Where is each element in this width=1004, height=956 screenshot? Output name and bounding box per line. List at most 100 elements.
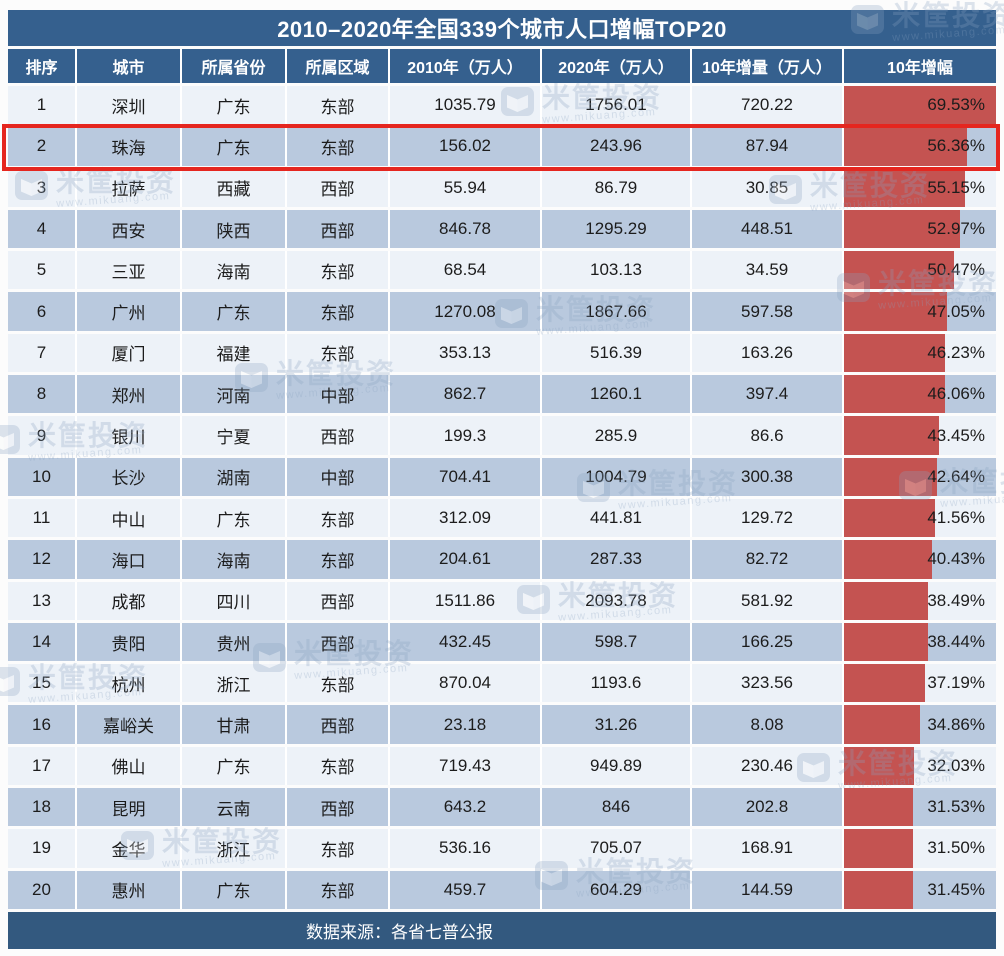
growth-cell: 47.05% (844, 292, 996, 331)
growth-bar (844, 457, 938, 496)
growth-label: 34.86% (927, 714, 985, 734)
growth-bar (844, 127, 968, 166)
rank-cell: 7 (8, 333, 77, 373)
delta-cell: 448.51 (692, 209, 844, 249)
province-cell: 甘肃 (182, 705, 287, 744)
header-cell: 2010年（万人） (390, 49, 542, 83)
province-cell: 广东 (182, 870, 287, 909)
growth-cell: 43.45% (844, 416, 996, 455)
rank-cell: 16 (8, 705, 77, 744)
province-cell: 海南 (182, 251, 287, 290)
pop-2020-cell: 103.13 (542, 251, 692, 290)
province-cell: 宁夏 (182, 416, 287, 455)
table-row: 17 佛山 广东 东部 719.43 949.89 230.46 32.03% (8, 746, 996, 786)
table-body: 1 深圳 广东 东部 1035.79 1756.01 720.22 69.53%… (8, 86, 996, 909)
pop-2010-cell: 870.04 (390, 664, 542, 703)
rank-cell: 5 (8, 251, 77, 290)
delta-cell: 230.46 (692, 746, 844, 786)
growth-bar (844, 375, 945, 414)
region-cell: 西部 (287, 416, 390, 455)
growth-label: 69.53% (927, 95, 985, 115)
delta-cell: 163.26 (692, 333, 844, 373)
table-row: 15 杭州 浙江 东部 870.04 1193.6 323.56 37.19% (8, 664, 996, 703)
delta-cell: 202.8 (692, 788, 844, 827)
delta-cell: 30.85 (692, 168, 844, 207)
pop-2020-cell: 846 (542, 788, 692, 827)
table-row: 10 长沙 湖南 中部 704.41 1004.79 300.38 42.64% (8, 457, 996, 496)
province-cell: 四川 (182, 581, 287, 620)
region-cell: 东部 (287, 86, 390, 125)
city-cell: 金华 (77, 829, 182, 868)
pop-2020-cell: 1193.6 (542, 664, 692, 703)
growth-cell: 40.43% (844, 540, 996, 579)
pop-2010-cell: 1270.08 (390, 292, 542, 331)
table-title: 2010–2020年全国339个城市人口增幅TOP20 (8, 10, 996, 46)
growth-label: 41.56% (927, 508, 985, 528)
region-cell: 东部 (287, 746, 390, 786)
region-cell: 东部 (287, 251, 390, 290)
table-row: 14 贵阳 贵州 西部 432.45 598.7 166.25 38.44% (8, 622, 996, 662)
growth-cell: 69.53% (844, 86, 996, 125)
province-cell: 浙江 (182, 829, 287, 868)
pop-2010-cell: 204.61 (390, 540, 542, 579)
city-cell: 珠海 (77, 127, 182, 166)
pop-2020-cell: 31.26 (542, 705, 692, 744)
pop-2010-cell: 1511.86 (390, 581, 542, 620)
growth-bar (844, 540, 933, 579)
table-row: 1 深圳 广东 东部 1035.79 1756.01 720.22 69.53% (8, 86, 996, 125)
province-cell: 河南 (182, 375, 287, 414)
growth-bar (844, 622, 929, 662)
province-cell: 湖南 (182, 457, 287, 496)
province-cell: 海南 (182, 540, 287, 579)
growth-bar (844, 829, 913, 868)
province-cell: 广东 (182, 746, 287, 786)
table-row: 6 广州 广东 东部 1270.08 1867.66 597.58 47.05% (8, 292, 996, 331)
growth-cell: 38.44% (844, 622, 996, 662)
province-cell: 陕西 (182, 209, 287, 249)
province-cell: 西藏 (182, 168, 287, 207)
header-cell: 10年增量（万人） (692, 49, 844, 83)
rank-cell: 3 (8, 168, 77, 207)
region-cell: 东部 (287, 870, 390, 909)
growth-bar (844, 333, 946, 373)
growth-bar (844, 86, 996, 125)
province-cell: 广东 (182, 292, 287, 331)
growth-label: 31.45% (927, 879, 985, 899)
region-cell: 西部 (287, 705, 390, 744)
delta-cell: 86.6 (692, 416, 844, 455)
region-cell: 东部 (287, 127, 390, 166)
province-cell: 广东 (182, 86, 287, 125)
rank-cell: 11 (8, 498, 77, 538)
delta-cell: 166.25 (692, 622, 844, 662)
city-cell: 杭州 (77, 664, 182, 703)
delta-cell: 87.94 (692, 127, 844, 166)
growth-bar (844, 870, 913, 909)
rank-cell: 6 (8, 292, 77, 331)
city-cell: 中山 (77, 498, 182, 538)
table-row: 9 银川 宁夏 西部 199.3 285.9 86.6 43.45% (8, 416, 996, 455)
delta-cell: 8.08 (692, 705, 844, 744)
rank-cell: 18 (8, 788, 77, 827)
table-row: 20 惠州 广东 东部 459.7 604.29 144.59 31.45% (8, 870, 996, 909)
growth-bar (844, 416, 939, 455)
growth-bar (844, 581, 929, 620)
header-cell: 城市 (77, 49, 182, 83)
pop-2020-cell: 1004.79 (542, 457, 692, 496)
rank-cell: 19 (8, 829, 77, 868)
pop-2020-cell: 516.39 (542, 333, 692, 373)
city-cell: 成都 (77, 581, 182, 620)
growth-label: 55.15% (927, 177, 985, 197)
growth-label: 43.45% (927, 425, 985, 445)
rank-cell: 9 (8, 416, 77, 455)
rank-cell: 13 (8, 581, 77, 620)
pop-2020-cell: 705.07 (542, 829, 692, 868)
table-row: 7 厦门 福建 东部 353.13 516.39 163.26 46.23% (8, 333, 996, 373)
pop-2010-cell: 353.13 (390, 333, 542, 373)
growth-label: 31.50% (927, 838, 985, 858)
growth-label: 46.23% (927, 342, 985, 362)
region-cell: 东部 (287, 540, 390, 579)
pop-2010-cell: 68.54 (390, 251, 542, 290)
growth-bar (844, 168, 965, 207)
growth-cell: 56.36% (844, 127, 996, 166)
